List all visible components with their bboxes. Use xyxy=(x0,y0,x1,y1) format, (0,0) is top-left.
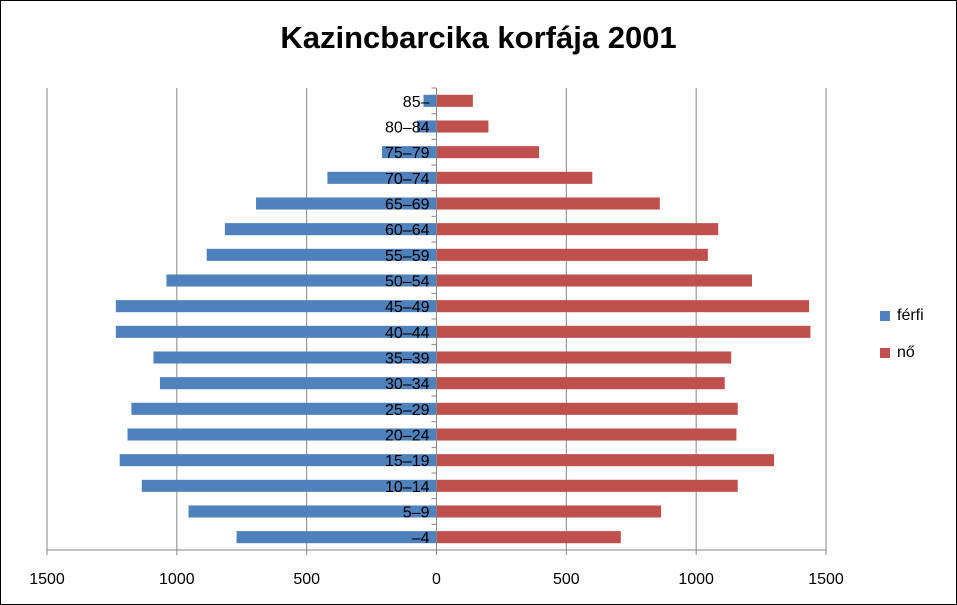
bar-no xyxy=(436,402,738,415)
bar-no xyxy=(436,94,473,107)
category-label: 10–14 xyxy=(385,479,430,496)
category-label: 45–49 xyxy=(385,299,430,316)
x-tick-label: 1000 xyxy=(159,571,195,588)
bar-ferfi xyxy=(115,325,437,338)
bar-ferfi xyxy=(131,402,437,415)
bar-ferfi xyxy=(256,197,437,210)
bar-no xyxy=(436,351,732,364)
bar-no xyxy=(436,300,810,313)
bar-ferfi xyxy=(141,479,437,492)
bar-ferfi xyxy=(224,223,437,236)
category-label: 25–29 xyxy=(385,402,430,419)
labels: 1500 1000 500 0 500 1000 1500 –4 5–9 10–14 15–19 20… xyxy=(29,94,844,588)
bar-no xyxy=(436,531,621,544)
bar-no xyxy=(436,428,737,441)
bar-ferfi xyxy=(159,377,437,390)
category-label: 65–69 xyxy=(385,197,430,214)
x-tick-label: 1500 xyxy=(29,571,65,588)
category-label: 35–39 xyxy=(385,351,430,368)
bar-no xyxy=(436,325,811,338)
bar-ferfi xyxy=(166,274,437,287)
bar-no xyxy=(436,120,489,133)
x-tick-label: 1000 xyxy=(678,571,714,588)
bar-ferfi xyxy=(236,531,437,544)
x-tick-label: 1500 xyxy=(808,571,844,588)
legend-item-ferfi: férfi xyxy=(880,305,955,327)
category-label: 55–59 xyxy=(385,248,430,265)
bar-no xyxy=(436,146,540,159)
bar-ferfi xyxy=(423,94,437,107)
bar-no xyxy=(436,274,752,287)
category-label: 70–74 xyxy=(385,171,430,188)
bars xyxy=(115,94,811,544)
x-tick-label: 0 xyxy=(432,571,441,588)
category-label: 15–19 xyxy=(385,453,430,470)
x-tick-label: 500 xyxy=(293,571,320,588)
bar-no xyxy=(436,454,775,467)
bar-ferfi xyxy=(188,505,437,518)
legend: férfi nő xyxy=(880,305,955,379)
legend-label-ferfi: férfi xyxy=(897,307,924,324)
legend-swatch-ferfi xyxy=(880,311,890,321)
bar-ferfi xyxy=(381,146,437,159)
bar-ferfi xyxy=(115,300,437,313)
bar-ferfi xyxy=(153,351,437,364)
category-label: 50–54 xyxy=(385,274,430,291)
bar-ferfi xyxy=(206,248,437,261)
category-label: 80–84 xyxy=(385,120,430,137)
bar-no xyxy=(436,197,660,210)
bar-no xyxy=(436,223,719,236)
legend-label-no: nő xyxy=(897,344,915,361)
category-label: 40–44 xyxy=(385,325,430,342)
bar-ferfi xyxy=(417,120,437,133)
bar-no xyxy=(436,377,725,390)
category-label: 30–34 xyxy=(385,376,430,393)
category-label: 5–9 xyxy=(403,505,430,522)
chart-title: Kazincbarcika korfája 2001 xyxy=(280,20,677,55)
x-tick-label: 500 xyxy=(553,571,580,588)
category-label: 85– xyxy=(403,94,430,111)
bar-ferfi xyxy=(119,454,437,467)
category-label: 75–79 xyxy=(385,145,430,162)
bar-ferfi xyxy=(127,428,437,441)
category-label: 60–64 xyxy=(385,222,430,239)
bar-no xyxy=(436,248,708,261)
bar-no xyxy=(436,505,662,518)
category-label: –4 xyxy=(412,530,430,547)
bar-no xyxy=(436,479,738,492)
category-label: 20–24 xyxy=(385,428,430,445)
bar-no xyxy=(436,171,593,184)
bar-ferfi xyxy=(327,171,437,184)
axes xyxy=(46,87,827,555)
legend-item-no: nő xyxy=(880,342,955,364)
legend-swatch-no xyxy=(880,348,890,358)
